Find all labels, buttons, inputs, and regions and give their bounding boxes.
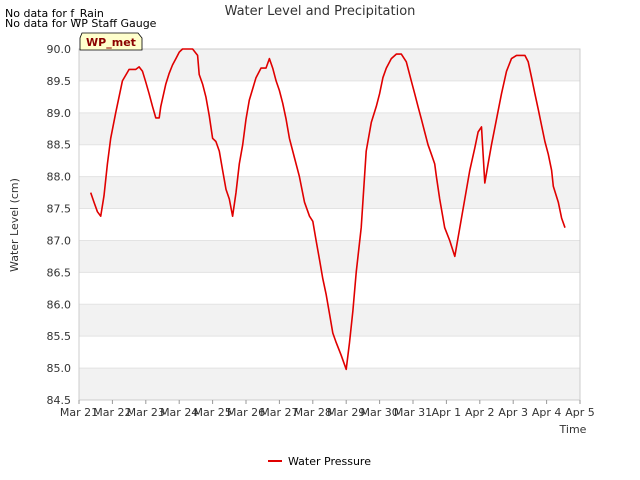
x-tick-label: Apr 4 <box>532 406 562 419</box>
wp-met-badge[interactable]: WP_met <box>79 32 143 51</box>
x-tick-label: Mar 27 <box>260 406 298 419</box>
badge-label: WP_met <box>86 36 136 49</box>
y-tick-label: 87.5 <box>47 203 72 216</box>
x-tick-label: Mar 28 <box>294 406 332 419</box>
no-data-notice-staff-gauge: No data for WP Staff Gauge <box>5 17 157 30</box>
grid-band <box>79 304 580 337</box>
x-tick-label: Apr 3 <box>498 406 528 419</box>
x-tick-label: Mar 31 <box>394 406 432 419</box>
x-tick-label: Apr 1 <box>432 406 462 419</box>
x-tick-label: Mar 24 <box>160 406 198 419</box>
x-tick-label: Apr 2 <box>465 406 495 419</box>
y-tick-label: 85.0 <box>47 362 72 375</box>
y-tick-label: 90.0 <box>47 43 72 56</box>
series-line-water-pressure <box>89 48 566 371</box>
grid-band <box>79 176 580 209</box>
x-tick-label: Mar 21 <box>60 406 98 419</box>
no-data-notice-rain: No data for f_Rain <box>5 7 104 20</box>
x-axis-title: Time <box>559 423 587 436</box>
y-axis: 84.5 85.0 85.5 86.0 86.5 87.0 87.5 88.0 88.5 89.0… <box>47 43 72 407</box>
y-tick-label: 86.0 <box>47 298 72 311</box>
grid-band <box>79 240 580 273</box>
x-tick-label: Mar 29 <box>327 406 365 419</box>
y-tick-label: 89.0 <box>47 107 72 120</box>
x-tick-label: Apr 5 <box>565 406 595 419</box>
y-tick-label: 84.5 <box>47 394 72 407</box>
x-tick-label: Mar 26 <box>227 406 265 419</box>
grid-band <box>79 49 580 81</box>
y-tick-label: 85.5 <box>47 330 72 343</box>
grid-lines <box>79 48 580 401</box>
y-tick-label: 87.0 <box>47 234 72 247</box>
legend[interactable]: Water Pressure <box>268 455 371 468</box>
chart-title: Water Level and Precipitation <box>225 4 416 19</box>
legend-label-water-pressure: Water Pressure <box>288 455 371 468</box>
grid-band <box>79 112 580 145</box>
grid-band <box>79 368 580 400</box>
y-tick-label: 88.5 <box>47 139 72 152</box>
x-tick-label: Mar 23 <box>127 406 165 419</box>
y-axis-title: Water Level (cm) <box>8 178 21 272</box>
y-tick-label: 88.0 <box>47 171 72 184</box>
plot-area <box>78 48 581 401</box>
grid-bands <box>79 49 580 400</box>
x-tick-label: Mar 22 <box>93 406 131 419</box>
x-tick-label: Mar 30 <box>360 406 398 419</box>
y-tick-label: 86.5 <box>47 266 72 279</box>
x-tick-label: Mar 25 <box>193 406 231 419</box>
y-tick-label: 89.5 <box>47 75 72 88</box>
